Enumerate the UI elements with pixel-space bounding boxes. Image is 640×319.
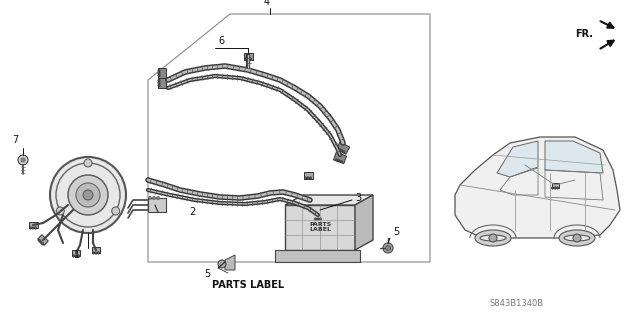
Polygon shape: [552, 182, 559, 188]
Circle shape: [56, 207, 64, 215]
Circle shape: [335, 159, 338, 161]
Polygon shape: [275, 250, 360, 262]
Ellipse shape: [564, 235, 590, 241]
Circle shape: [83, 190, 93, 200]
Circle shape: [218, 260, 226, 268]
Circle shape: [97, 252, 100, 254]
Circle shape: [29, 227, 32, 229]
Circle shape: [317, 218, 319, 220]
Circle shape: [554, 187, 556, 189]
Circle shape: [152, 197, 156, 199]
Text: 3: 3: [355, 193, 361, 203]
Circle shape: [338, 148, 340, 151]
Circle shape: [158, 69, 160, 72]
Circle shape: [556, 187, 559, 189]
Circle shape: [95, 252, 97, 254]
Polygon shape: [158, 78, 166, 88]
Ellipse shape: [573, 234, 581, 242]
Circle shape: [551, 187, 554, 189]
Circle shape: [76, 183, 100, 207]
Circle shape: [35, 227, 36, 229]
Circle shape: [319, 218, 322, 220]
Polygon shape: [225, 255, 235, 270]
Polygon shape: [333, 152, 346, 164]
Text: FR.: FR.: [575, 29, 593, 39]
Circle shape: [307, 177, 309, 179]
Circle shape: [158, 79, 160, 82]
Circle shape: [112, 207, 120, 215]
Circle shape: [158, 82, 160, 84]
Text: 2: 2: [189, 207, 195, 217]
Polygon shape: [38, 235, 48, 245]
Polygon shape: [336, 142, 350, 154]
Circle shape: [304, 177, 307, 179]
Polygon shape: [285, 195, 373, 205]
Text: 5: 5: [393, 227, 399, 237]
Circle shape: [84, 159, 92, 167]
Text: 6: 6: [218, 36, 224, 46]
Text: 5: 5: [204, 269, 210, 279]
Polygon shape: [497, 141, 538, 177]
Circle shape: [68, 175, 108, 215]
Circle shape: [32, 227, 34, 229]
Circle shape: [309, 177, 312, 179]
Text: 4: 4: [264, 0, 270, 7]
Bar: [148, 198, 166, 212]
Circle shape: [75, 255, 77, 257]
Circle shape: [72, 255, 75, 257]
Polygon shape: [285, 205, 355, 250]
Text: 7: 7: [12, 135, 18, 145]
Circle shape: [340, 160, 342, 163]
Text: S843B1340B: S843B1340B: [490, 299, 544, 308]
Circle shape: [338, 160, 340, 162]
Circle shape: [50, 157, 126, 233]
Circle shape: [18, 155, 28, 165]
Ellipse shape: [480, 235, 506, 241]
Circle shape: [92, 252, 95, 254]
Polygon shape: [455, 137, 620, 238]
Polygon shape: [355, 195, 373, 250]
Polygon shape: [243, 53, 253, 60]
Circle shape: [42, 243, 44, 245]
Circle shape: [158, 84, 160, 87]
Polygon shape: [303, 172, 312, 179]
Polygon shape: [158, 68, 166, 78]
Polygon shape: [72, 250, 80, 256]
Circle shape: [38, 239, 40, 241]
Circle shape: [21, 158, 25, 162]
Ellipse shape: [559, 230, 595, 246]
Polygon shape: [29, 222, 38, 228]
Circle shape: [340, 149, 342, 152]
Circle shape: [247, 58, 249, 60]
Circle shape: [158, 74, 160, 77]
Circle shape: [77, 255, 80, 257]
Circle shape: [383, 243, 393, 253]
Ellipse shape: [489, 234, 497, 242]
Ellipse shape: [475, 230, 511, 246]
Circle shape: [40, 241, 42, 243]
Circle shape: [342, 151, 345, 153]
Circle shape: [157, 197, 159, 199]
Circle shape: [385, 246, 390, 250]
Circle shape: [244, 58, 246, 60]
Circle shape: [148, 197, 152, 199]
Polygon shape: [92, 247, 100, 253]
Polygon shape: [545, 141, 603, 173]
Circle shape: [314, 218, 317, 220]
Circle shape: [158, 72, 160, 74]
Polygon shape: [313, 212, 323, 220]
Text: 1: 1: [74, 250, 80, 260]
Text: PARTS LABEL: PARTS LABEL: [212, 280, 284, 290]
Text: PARTS
LABEL: PARTS LABEL: [309, 222, 331, 233]
Circle shape: [250, 58, 252, 60]
